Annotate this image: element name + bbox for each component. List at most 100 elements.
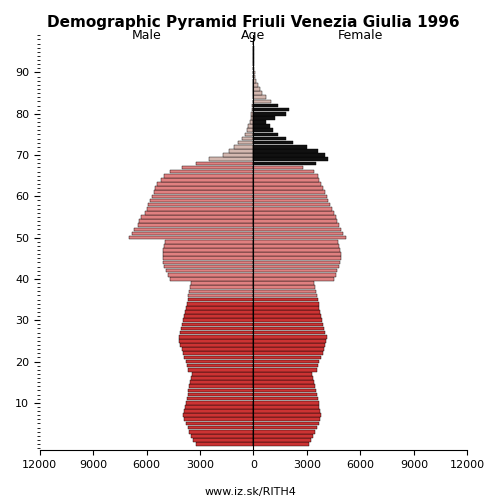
- Bar: [244, 132, 254, 136]
- Bar: [250, 120, 254, 124]
- Bar: [161, 178, 254, 182]
- Bar: [254, 87, 260, 91]
- Bar: [188, 426, 254, 430]
- Bar: [254, 207, 332, 210]
- Bar: [254, 232, 342, 235]
- Bar: [254, 290, 316, 293]
- Bar: [190, 380, 254, 384]
- Bar: [164, 260, 254, 264]
- Bar: [254, 376, 313, 380]
- Text: www.iz.sk/RITH4: www.iz.sk/RITH4: [204, 488, 296, 498]
- Bar: [164, 248, 254, 252]
- Bar: [180, 343, 254, 347]
- Bar: [254, 83, 258, 86]
- Bar: [196, 442, 254, 446]
- Text: Age: Age: [242, 28, 266, 42]
- Bar: [254, 418, 320, 421]
- Bar: [134, 228, 254, 231]
- Bar: [162, 256, 254, 260]
- Bar: [180, 331, 254, 334]
- Bar: [254, 422, 318, 426]
- Bar: [254, 277, 334, 280]
- Bar: [254, 215, 336, 219]
- Bar: [254, 401, 318, 404]
- Bar: [254, 75, 256, 78]
- Title: Demographic Pyramid Friuli Venezia Giulia 1996: Demographic Pyramid Friuli Venezia Giuli…: [47, 15, 460, 30]
- Bar: [188, 294, 254, 298]
- Text: Female: Female: [338, 28, 383, 42]
- Bar: [254, 360, 320, 364]
- Bar: [254, 162, 316, 165]
- Bar: [248, 124, 254, 128]
- Bar: [234, 145, 254, 148]
- Bar: [254, 397, 318, 400]
- Bar: [186, 364, 254, 368]
- Bar: [164, 264, 254, 268]
- Bar: [186, 302, 254, 306]
- Bar: [254, 149, 318, 153]
- Bar: [144, 211, 254, 214]
- Bar: [164, 244, 254, 248]
- Bar: [254, 260, 340, 264]
- Bar: [254, 228, 341, 231]
- Bar: [254, 331, 325, 334]
- Bar: [242, 136, 254, 140]
- Bar: [190, 384, 254, 388]
- Bar: [254, 194, 326, 198]
- Bar: [182, 322, 254, 326]
- Bar: [254, 352, 323, 355]
- Bar: [254, 220, 338, 223]
- Bar: [254, 318, 322, 322]
- Bar: [182, 326, 254, 330]
- Bar: [186, 360, 254, 364]
- Bar: [193, 438, 254, 442]
- Bar: [254, 273, 336, 276]
- Bar: [168, 273, 254, 276]
- Bar: [191, 376, 254, 380]
- Bar: [152, 194, 254, 198]
- Bar: [250, 116, 254, 119]
- Bar: [254, 132, 278, 136]
- Bar: [157, 182, 254, 186]
- Bar: [188, 298, 254, 302]
- Bar: [254, 286, 315, 289]
- Bar: [254, 314, 321, 318]
- Bar: [254, 198, 328, 202]
- Bar: [254, 326, 324, 330]
- Bar: [254, 166, 304, 170]
- Bar: [252, 108, 254, 112]
- Bar: [254, 112, 286, 116]
- Bar: [254, 120, 266, 124]
- Bar: [254, 224, 339, 227]
- Bar: [254, 256, 341, 260]
- Bar: [254, 108, 289, 112]
- Bar: [254, 145, 307, 148]
- Bar: [178, 335, 254, 338]
- Bar: [254, 426, 317, 430]
- Bar: [254, 116, 275, 119]
- Bar: [190, 430, 254, 434]
- Bar: [254, 414, 321, 417]
- Bar: [188, 392, 254, 396]
- Bar: [254, 186, 323, 190]
- Bar: [228, 149, 254, 153]
- Bar: [183, 352, 254, 355]
- Bar: [254, 372, 312, 376]
- Bar: [254, 240, 338, 244]
- Bar: [254, 136, 286, 140]
- Bar: [254, 203, 330, 206]
- Bar: [132, 232, 254, 235]
- Bar: [166, 269, 254, 272]
- Bar: [254, 364, 318, 368]
- Bar: [185, 405, 254, 408]
- Bar: [182, 348, 254, 351]
- Bar: [254, 124, 270, 128]
- Bar: [254, 190, 325, 194]
- Bar: [188, 388, 254, 392]
- Bar: [254, 409, 320, 413]
- Bar: [254, 236, 346, 240]
- Bar: [254, 128, 273, 132]
- Bar: [184, 418, 254, 421]
- Bar: [254, 170, 314, 173]
- Bar: [182, 166, 254, 170]
